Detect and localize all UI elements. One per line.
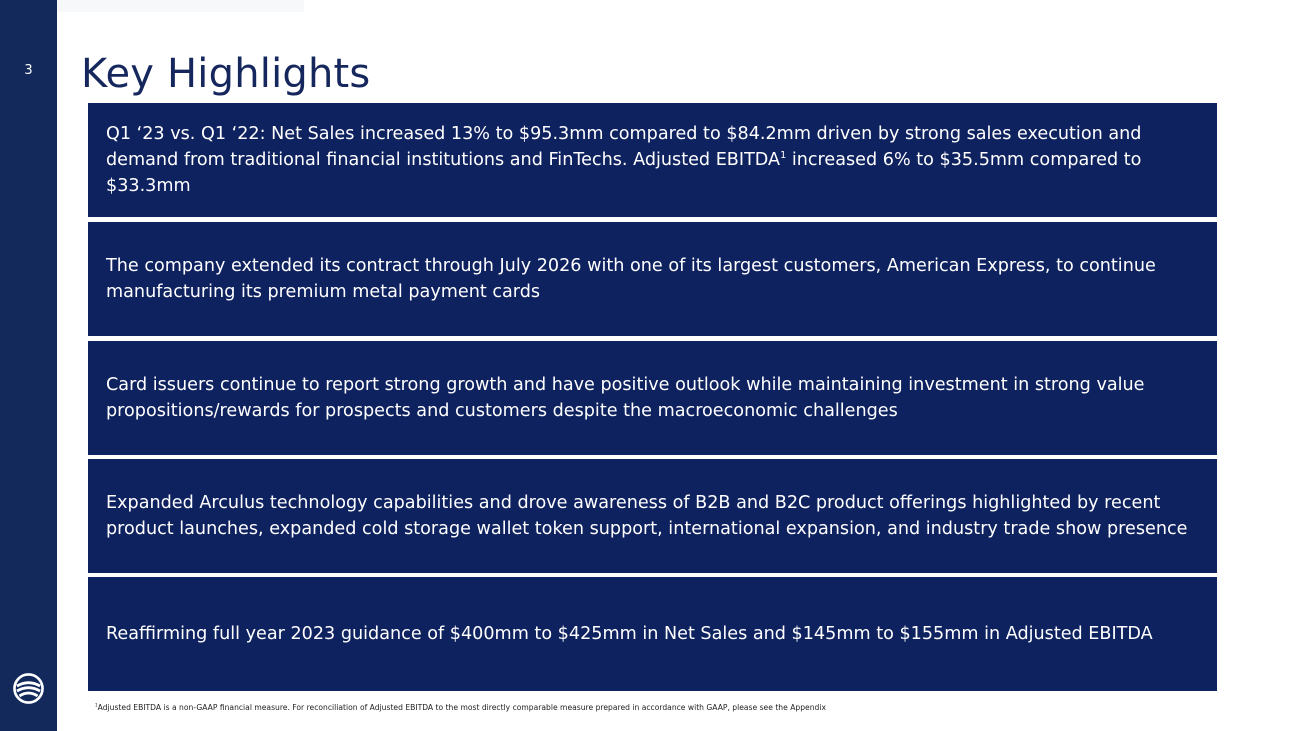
highlight-card-card-issuers: Card issuers continue to report strong g…: [88, 341, 1217, 455]
highlight-text: Card issuers continue to report strong g…: [106, 375, 1145, 421]
footnote-marker: 1: [780, 150, 787, 162]
highlight-card-contract: The company extended its contract throug…: [88, 222, 1217, 336]
highlight-text: Q1 ‘23 vs. Q1 ‘22: Net Sales increased 1…: [106, 124, 1142, 196]
page-number: 3: [24, 63, 33, 78]
top-strip: [57, 0, 304, 12]
sidebar: 3: [0, 0, 57, 731]
highlight-text: Expanded Arculus technology capabilities…: [106, 493, 1188, 539]
highlight-card-arculus: Expanded Arculus technology capabilities…: [88, 459, 1217, 573]
highlight-card-guidance: Reaffirming full year 2023 guidance of $…: [88, 577, 1217, 691]
highlight-text: The company extended its contract throug…: [106, 256, 1156, 302]
highlight-card-net-sales: Q1 ‘23 vs. Q1 ‘22: Net Sales increased 1…: [88, 103, 1217, 217]
highlight-text: Reaffirming full year 2023 guidance of $…: [106, 624, 1153, 644]
company-logo-icon: [13, 673, 44, 704]
footnote: 1Adjusted EBITDA is a non-GAAP financial…: [95, 702, 826, 712]
page-title: Key Highlights: [81, 51, 371, 97]
